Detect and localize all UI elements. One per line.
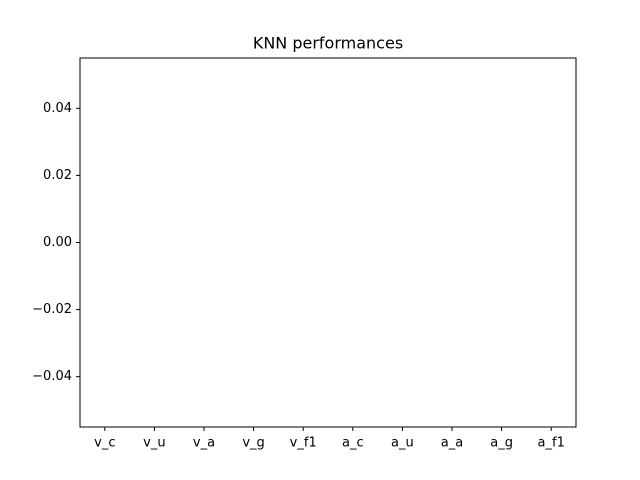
x-tick-label: v_g bbox=[242, 436, 264, 451]
x-tick-label: v_u bbox=[143, 436, 165, 451]
x-tick-label: a_a bbox=[441, 436, 463, 451]
y-tick-label: −0.04 bbox=[32, 369, 72, 384]
x-tick-label: v_f1 bbox=[290, 436, 317, 451]
x-tick-label: v_a bbox=[193, 436, 215, 451]
x-tick-label: a_u bbox=[391, 436, 414, 451]
x-tick-label: a_f1 bbox=[538, 436, 565, 451]
plot-frame bbox=[79, 57, 577, 428]
y-tick-label: −0.02 bbox=[32, 302, 72, 317]
x-tick-label: a_g bbox=[490, 436, 513, 451]
y-tick-label: 0.00 bbox=[43, 235, 72, 250]
y-tick-label: 0.04 bbox=[43, 101, 72, 116]
x-tick-label: v_c bbox=[94, 436, 115, 451]
y-tick-label: 0.02 bbox=[43, 168, 72, 183]
chart-title: KNN performances bbox=[253, 34, 403, 53]
x-tick-label: a_c bbox=[342, 436, 364, 451]
